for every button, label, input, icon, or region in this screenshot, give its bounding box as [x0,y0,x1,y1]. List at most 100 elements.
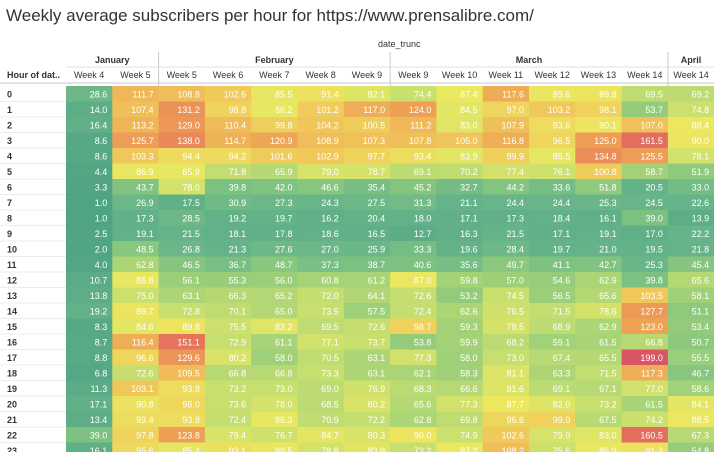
heat-cell [297,411,345,428]
cell-value: 6.8 [95,368,108,378]
heat-cell [482,272,530,288]
cell-value: 79.0 [321,167,339,177]
heat-cell [66,179,113,195]
cell-value: 75.5 [229,322,247,332]
row-label: 23 [7,446,17,452]
heat-cell [529,117,576,133]
cell-value: 84.5 [460,105,478,115]
heat-cell [297,86,345,102]
heat-cell [251,272,298,288]
cell-value: 4.4 [95,167,108,177]
heat-cell [529,411,576,428]
cell-value: 102.9 [316,151,339,161]
cell-value: 78.6 [599,306,617,316]
heat-cell [204,318,252,335]
cell-value: 16.5 [368,229,386,239]
cell-value: 24.5 [645,198,663,208]
heat-cell [482,225,530,242]
heat-cell [251,101,298,118]
heat-cell [297,349,345,366]
cell-value: 59.8 [460,275,478,285]
heat-cell [482,318,530,335]
heat-cell [482,101,530,118]
cell-value: 89.8 [599,89,617,99]
heat-cell [204,86,252,102]
cell-value: 82.1 [368,89,386,99]
cell-value: 73.0 [506,353,524,363]
heat-cell [390,334,437,350]
cell-value: 151.1 [177,337,200,347]
cell-value: 3.3 [95,182,108,192]
heat-cell [529,365,576,381]
heat-cell [482,442,530,452]
heat-cell [158,210,206,226]
heat-cell [621,380,669,397]
cell-value: 2.5 [95,229,108,239]
cell-value: 74.8 [692,105,710,115]
cell-value: 69.5 [321,322,339,332]
cell-value: 199.0 [640,353,663,363]
cell-value: 108.8 [177,89,200,99]
heat-cell [66,272,113,288]
heat-cell [112,241,159,257]
cell-value: 74.4 [414,89,432,99]
cell-value: 58.1 [692,291,710,301]
cell-value: 63.3 [553,368,571,378]
cell-value: 85.4 [182,446,200,452]
heat-cell [575,179,622,195]
row-label: 7 [7,198,12,208]
cell-value: 74.5 [506,291,524,301]
heat-cell [343,272,391,288]
cell-value: 127.7 [640,306,663,316]
week-label: Week 9 [352,70,382,80]
cell-value: 8.8 [95,353,108,363]
heat-cell [343,349,391,366]
cell-value: 80.3 [368,430,386,440]
week-label: Week 5 [120,70,150,80]
heat-cell [158,442,206,452]
row-label: 22 [7,430,17,440]
cell-value: 19.5 [645,244,663,254]
heat-cell [621,163,669,180]
cell-value: 19.1 [599,229,617,239]
cell-value: 107.3 [363,136,386,146]
heat-cell [390,349,437,366]
cell-value: 25.3 [599,198,617,208]
heat-cell [251,194,298,211]
cell-value: 45.4 [692,260,710,270]
cell-value: 114.7 [224,136,246,146]
heat-cell [621,427,669,443]
cell-value: 125.0 [594,136,617,146]
row-label: 5 [7,167,12,177]
heat-cell [529,427,576,443]
heat-cell [575,101,622,118]
cell-value: 69.0 [321,384,339,394]
cell-value: 73.3 [321,368,339,378]
week-label: Week 4 [74,70,104,80]
cell-value: 19.7 [553,244,571,254]
heat-cell [158,241,206,257]
cell-value: 32.7 [460,182,478,192]
row-label: 14 [7,306,17,316]
cell-value: 51.8 [599,182,617,192]
heat-cell [482,411,530,428]
cell-value: 99.0 [553,415,571,425]
heat-cell [297,380,345,397]
heat-cell [251,241,298,257]
heat-cell [436,303,484,319]
cell-value: 17.0 [645,229,663,239]
heat-cell [112,303,159,319]
cell-value: 71.8 [229,167,247,177]
cell-value: 72.4 [229,415,247,425]
heat-cell [621,365,669,381]
heat-cell [158,380,206,397]
week-label: Week 9 [398,70,428,80]
cell-value: 55.5 [692,353,710,363]
cell-value: 63.1 [368,353,386,363]
cell-value: 73.2 [599,399,617,409]
heat-cell [66,411,113,428]
cell-value: 85.8 [136,275,154,285]
heat-cell [158,303,206,319]
heat-cell [575,427,622,443]
heat-cell [204,163,252,180]
